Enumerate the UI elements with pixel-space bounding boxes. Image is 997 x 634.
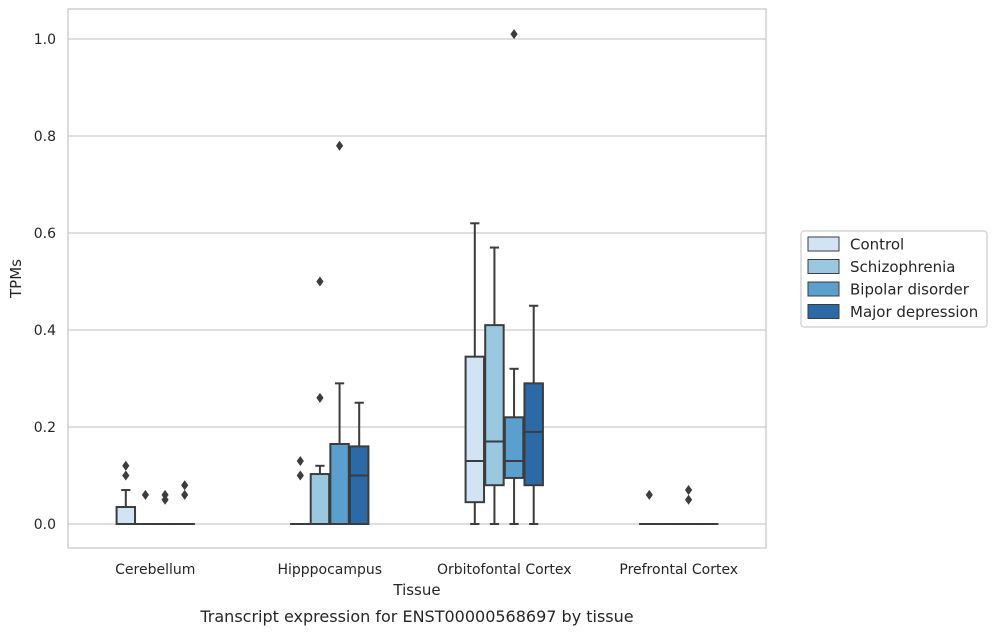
grid-layer: [68, 38, 766, 525]
outlier-point: [141, 489, 150, 500]
legend-frame: [800, 230, 988, 328]
box-layer: [115, 29, 719, 526]
outlier-point: [181, 480, 189, 491]
x-tick-label: Orbitofontal Cortex: [437, 562, 572, 578]
outlier-point: [122, 460, 130, 471]
box-2-0: [464, 222, 486, 525]
legend-swatch: [807, 236, 840, 252]
x-tick-labels: Cerebellum Hipppocampus Orbitofontal Corte…: [115, 562, 738, 578]
legend-swatch: [807, 281, 840, 297]
chart-caption: Transcript expression for ENST0000056869…: [199, 607, 633, 626]
box-3-0: [639, 489, 660, 526]
legend-swatch: [807, 259, 840, 274]
y-tick-label: 0.2: [34, 420, 56, 436]
x-tick-label: Hipppocampus: [277, 562, 382, 578]
outlier-point: [335, 140, 344, 151]
box-2-3: [523, 304, 544, 525]
outlier-point: [510, 29, 518, 40]
box-1-3: [348, 401, 370, 525]
box-1-2: [329, 140, 350, 526]
outlier-point: [645, 489, 653, 500]
y-tick-labels: 0.0 0.2 0.4 0.6 0.8 1.0: [34, 32, 56, 533]
box-iqr: [503, 416, 525, 479]
y-tick-label: 1.0: [34, 32, 56, 48]
outlier-point: [296, 470, 304, 481]
outlier-point: [684, 485, 693, 496]
legend-label: Schizophrenia: [850, 258, 955, 276]
outlier-point: [296, 455, 304, 466]
box-iqr: [484, 324, 505, 487]
box-iqr: [523, 382, 544, 487]
y-tick-label: 0.8: [34, 129, 56, 145]
legend-label: Bipolar disorder: [850, 281, 970, 299]
box-iqr: [115, 506, 137, 525]
x-axis-label: Tissue: [392, 581, 440, 599]
box-2-1: [484, 246, 505, 525]
outlier-point: [316, 276, 324, 287]
x-tick-label: Cerebellum: [115, 562, 195, 578]
y-tick-label: 0.6: [34, 226, 56, 242]
outlier-point: [161, 489, 169, 500]
box-iqr: [329, 442, 350, 526]
y-tick-label: 0.4: [34, 323, 56, 339]
x-tick-label: Prefrontal Cortex: [619, 562, 738, 578]
legend-label: Control: [850, 236, 904, 254]
box-iqr: [348, 445, 370, 525]
legend-label: Major depression: [850, 303, 978, 321]
outlier-point: [122, 470, 130, 481]
box-3-2: [678, 485, 699, 526]
y-tick-label: 0.0: [34, 517, 56, 533]
box-0-0: [115, 460, 137, 525]
box-0-3: [174, 480, 195, 526]
y-axis-label: TPMs: [7, 259, 25, 299]
plot-frame: [67, 8, 767, 549]
box-1-0: [290, 455, 311, 526]
box-0-2: [154, 489, 176, 526]
box-iqr: [309, 473, 331, 526]
outlier-point: [684, 494, 693, 505]
legend: Control Schizophrenia Bipolar disorder Majo…: [800, 230, 988, 328]
box-iqr: [464, 355, 486, 504]
outlier-point: [181, 489, 189, 500]
outlier-point: [316, 392, 324, 403]
box-2-2: [503, 29, 525, 525]
box-1-1: [309, 276, 331, 526]
legend-swatch: [807, 304, 840, 319]
box-0-1: [135, 489, 156, 526]
